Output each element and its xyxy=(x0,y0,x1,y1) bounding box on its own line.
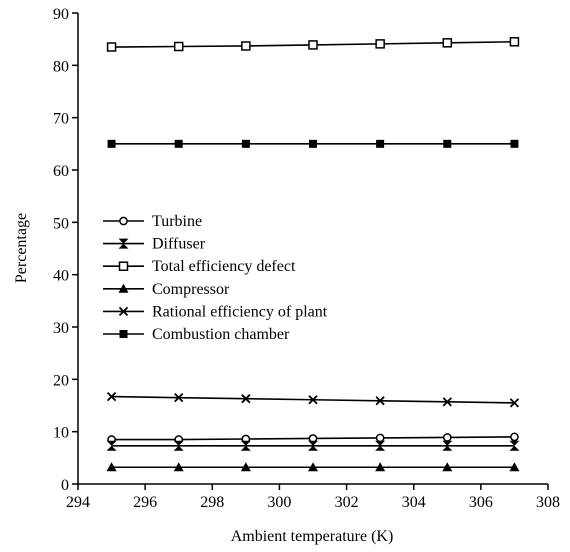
legend-label: Compressor xyxy=(152,281,230,298)
data-point xyxy=(241,41,251,51)
data-point xyxy=(442,433,452,442)
series-total-efficiency-defect xyxy=(106,37,520,52)
legend-item: Turbine xyxy=(103,213,202,230)
data-point xyxy=(442,397,452,407)
data-point xyxy=(442,38,453,48)
data-point xyxy=(509,440,520,451)
data-point xyxy=(509,37,520,47)
data-point xyxy=(375,440,386,451)
legend-marker xyxy=(118,261,129,271)
data-point xyxy=(510,432,519,442)
x-tick-label: 298 xyxy=(200,494,224,511)
data-point xyxy=(375,39,385,49)
data-point xyxy=(241,139,250,148)
series-diffuser xyxy=(106,440,520,451)
y-tick-label: 90 xyxy=(53,6,69,23)
x-tick-label: 304 xyxy=(402,494,426,511)
data-point xyxy=(173,462,184,472)
data-point xyxy=(240,440,251,451)
legend: Turbine Diffuser Total efficiency defect Co… xyxy=(103,213,328,343)
legend-marker xyxy=(119,216,128,226)
data-point xyxy=(106,440,117,451)
data-point xyxy=(375,433,385,443)
data-point xyxy=(443,139,452,148)
data-point xyxy=(376,139,385,148)
data-point xyxy=(173,440,184,451)
series-layer xyxy=(106,37,520,472)
y-tick-label: 0 xyxy=(61,477,69,494)
axes: 294 296 298 300 302 304 306 308 0 10 20 30 40 50 60 70… xyxy=(53,6,560,511)
data-point xyxy=(308,462,318,472)
data-point xyxy=(375,462,386,472)
legend-marker xyxy=(118,238,129,249)
legend-item: Total efficiency defect xyxy=(103,258,296,275)
data-point xyxy=(107,139,116,148)
legend-item: Compressor xyxy=(103,281,230,298)
y-tick-label: 80 xyxy=(53,58,69,75)
legend-label: Combustion chamber xyxy=(152,326,290,343)
y-ticks: 0 10 20 30 40 50 60 70 80 90 xyxy=(53,6,78,494)
legend-marker xyxy=(118,306,129,317)
data-point xyxy=(308,395,318,405)
data-point xyxy=(241,394,251,404)
data-point xyxy=(510,139,519,148)
legend-marker xyxy=(118,283,129,293)
x-tick-label: 300 xyxy=(267,494,291,511)
legend-item: Combustion chamber xyxy=(103,326,290,343)
y-tick-label: 40 xyxy=(53,268,69,285)
y-tick-label: 20 xyxy=(53,372,69,389)
data-point xyxy=(106,42,117,52)
x-tick-label: 302 xyxy=(335,494,359,511)
data-point xyxy=(106,462,117,472)
y-axis-title: Percentage xyxy=(13,213,30,283)
y-tick-label: 50 xyxy=(53,215,69,232)
data-point xyxy=(509,462,520,472)
x-ticks: 294 296 298 300 302 304 306 308 xyxy=(66,484,560,511)
data-point xyxy=(173,41,184,52)
data-point xyxy=(509,398,520,408)
series-rational-efficiency-of-plant xyxy=(106,391,520,408)
x-tick-label: 308 xyxy=(536,494,560,511)
y-tick-label: 70 xyxy=(53,111,69,128)
x-tick-label: 294 xyxy=(66,494,90,511)
legend-item: Diffuser xyxy=(103,236,206,253)
data-point xyxy=(174,393,184,403)
legend-label: Total efficiency defect xyxy=(152,258,296,275)
data-point xyxy=(308,40,318,50)
data-point xyxy=(309,139,317,148)
y-tick-label: 60 xyxy=(53,163,69,180)
x-tick-label: 296 xyxy=(133,494,157,511)
series-combustion-chamber xyxy=(107,139,519,148)
data-point xyxy=(106,391,117,402)
legend-label: Rational efficiency of plant xyxy=(152,303,328,320)
legend-marker xyxy=(119,330,128,338)
legend-label: Turbine xyxy=(152,213,202,230)
data-point xyxy=(442,440,453,451)
x-tick-label: 306 xyxy=(469,494,493,511)
data-point xyxy=(174,139,183,148)
legend-item: Rational efficiency of plant xyxy=(103,303,328,320)
data-point xyxy=(240,462,251,472)
data-point xyxy=(308,440,318,451)
y-tick-label: 30 xyxy=(53,320,69,337)
data-point xyxy=(375,396,385,406)
data-point xyxy=(442,462,453,472)
legend-label: Diffuser xyxy=(152,236,206,253)
x-axis-title: Ambient temperature (K) xyxy=(231,528,394,545)
y-tick-label: 10 xyxy=(53,425,69,442)
series-compressor xyxy=(106,462,520,472)
